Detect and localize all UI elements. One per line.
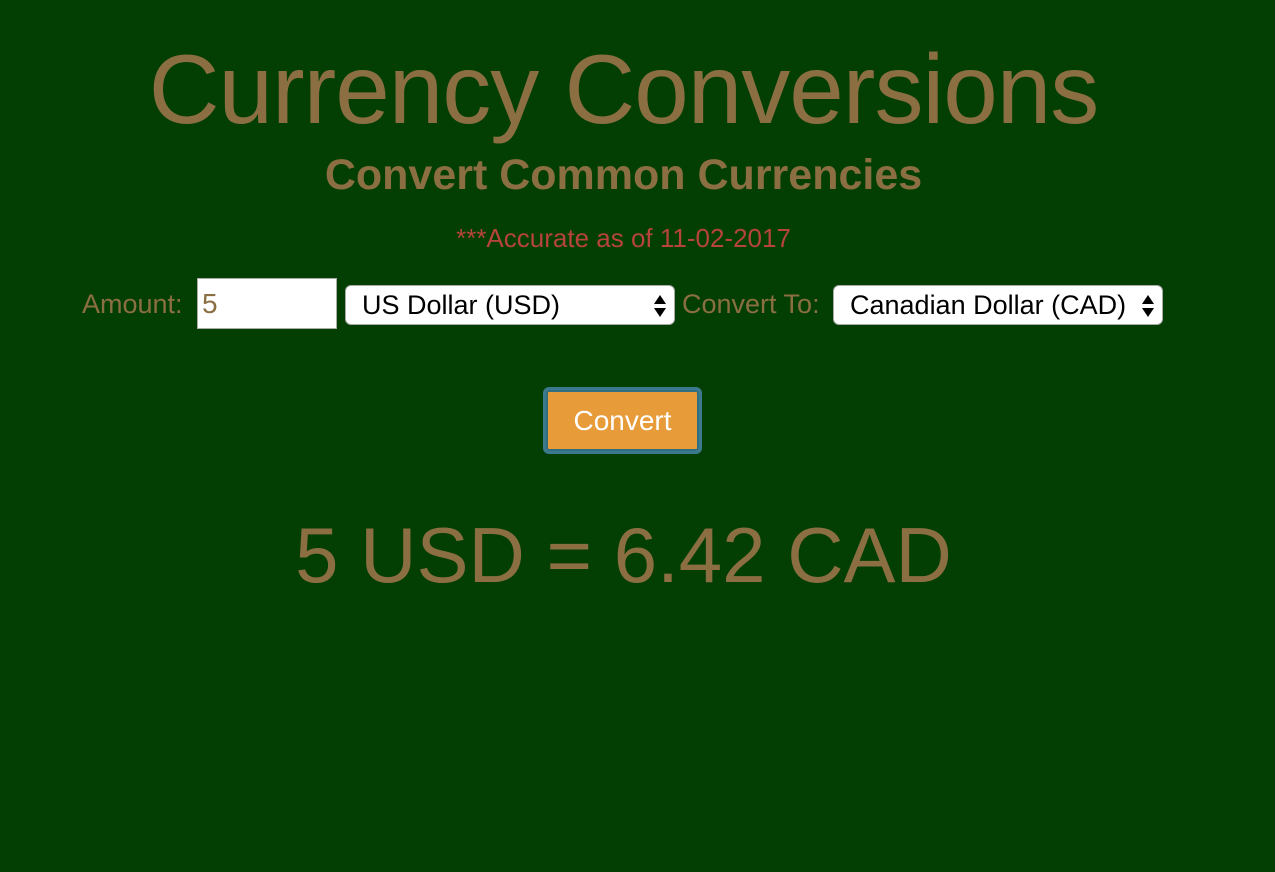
conversion-form: Amount: US Dollar (USD) Convert To: Cana… (0, 278, 1275, 330)
to-currency-select[interactable]: Canadian Dollar (CAD) (833, 285, 1163, 325)
conversion-result: 5 USD = 6.42 CAD (295, 511, 952, 599)
amount-input[interactable] (197, 278, 337, 329)
to-currency-value: Canadian Dollar (CAD) (850, 290, 1127, 320)
from-currency-select[interactable]: US Dollar (USD) (345, 285, 675, 325)
convert-button[interactable]: Convert (543, 387, 702, 454)
convert-to-label: Convert To: (682, 289, 820, 319)
page-subtitle: Convert Common Currencies (324, 151, 923, 199)
page-title: Currency Conversions (148, 34, 1099, 144)
select-arrows-icon (653, 292, 667, 320)
amount-label: Amount: (82, 289, 183, 319)
select-arrows-icon (1141, 292, 1155, 320)
accuracy-disclaimer: ***Accurate as of 11-02-2017 (456, 223, 791, 253)
from-currency-value: US Dollar (USD) (362, 290, 561, 320)
